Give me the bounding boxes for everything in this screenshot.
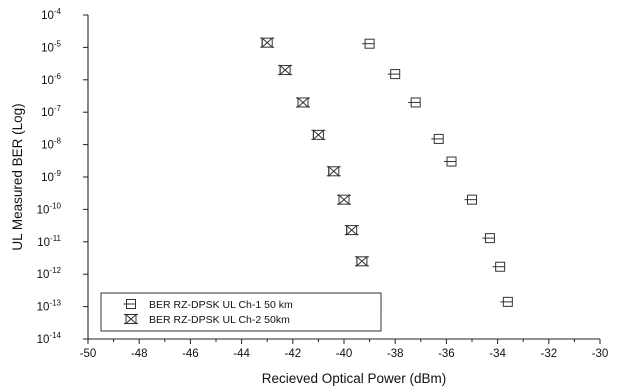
y-tick-label: 10-5 xyxy=(41,39,61,54)
data-point xyxy=(387,69,401,80)
y-tick-exponent: -13 xyxy=(49,299,61,308)
data-point xyxy=(311,129,326,141)
series-2 xyxy=(260,37,382,310)
y-tick-label: 10-7 xyxy=(41,104,61,119)
marker-bowtie xyxy=(356,255,368,267)
y-tick-exponent: -7 xyxy=(54,104,62,113)
marker-bowtie xyxy=(346,224,358,236)
y-tick-label: 10-4 xyxy=(41,7,61,22)
y-tick-label: 10-13 xyxy=(37,299,62,314)
legend-box xyxy=(100,292,382,332)
marker-bowtie xyxy=(279,64,291,76)
y-tick-label: 10-14 xyxy=(37,331,62,346)
x-tick-label: -46 xyxy=(182,348,199,360)
y-tick-exponent: -8 xyxy=(54,137,62,146)
legend-label: BER RZ-DPSK UL Ch-1 50 km xyxy=(149,299,293,311)
marker-bowtie xyxy=(328,165,340,177)
y-axis-title: UL Measured BER (Log) xyxy=(10,103,25,250)
x-tick-label: -42 xyxy=(284,348,301,360)
legend-label: BER RZ-DPSK UL Ch-2 50km xyxy=(149,314,290,326)
y-tick-label: 10-11 xyxy=(37,234,61,249)
data-point xyxy=(326,165,341,177)
data-point xyxy=(278,64,293,76)
legend-marker xyxy=(124,313,138,325)
y-tick-exponent: -12 xyxy=(49,266,61,275)
y-tick-label: 10-8 xyxy=(41,137,61,152)
marker-bowtie xyxy=(312,129,324,141)
data-point xyxy=(296,96,311,109)
y-tick-label: 10-10 xyxy=(37,201,62,216)
x-tick-label: -44 xyxy=(233,348,250,360)
data-markers xyxy=(260,37,513,310)
y-tick-exponent: -4 xyxy=(54,7,62,16)
data-point xyxy=(482,233,495,244)
marker-bowtie xyxy=(261,37,273,49)
data-point xyxy=(500,296,513,307)
x-tick-label: -32 xyxy=(540,348,557,360)
x-tick-label: -34 xyxy=(489,348,506,360)
x-tick-label: -30 xyxy=(592,348,609,360)
data-point xyxy=(344,224,359,236)
legend-marker xyxy=(123,299,136,309)
data-point xyxy=(260,37,275,49)
data-point xyxy=(444,156,457,167)
data-point xyxy=(354,255,369,267)
y-tick-label: 10-6 xyxy=(41,72,61,87)
series-1 xyxy=(362,38,513,307)
data-point xyxy=(408,97,421,108)
data-point xyxy=(362,38,375,49)
marker-bowtie xyxy=(338,194,350,206)
y-tick-exponent: -5 xyxy=(54,39,62,48)
x-tick-label: -38 xyxy=(387,348,404,360)
data-point xyxy=(337,194,351,206)
data-point xyxy=(464,194,477,205)
y-tick-exponent: -6 xyxy=(54,72,62,81)
y-axis-ticks: 10-4 10-5 10-6 10-7 10-8 10-9 10-10 10-11 10-12 1… xyxy=(37,7,88,346)
axes xyxy=(87,15,600,340)
legend: BER RZ-DPSK UL Ch-1 50 km BER RZ-DPSK UL … xyxy=(100,292,382,332)
x-tick-label: -40 xyxy=(336,348,353,360)
x-axis-ticks: -50 -48 -46 -44 -42 -40 -38 -36 -34 -32 -30 xyxy=(80,339,609,360)
x-tick-label: -36 xyxy=(438,348,455,360)
x-tick-label: -48 xyxy=(131,348,148,360)
data-point xyxy=(431,133,444,144)
x-tick-label: -50 xyxy=(80,348,97,360)
marker-bowtie xyxy=(297,96,309,109)
y-tick-label: 10-9 xyxy=(41,169,61,184)
y-tick-exponent: -10 xyxy=(49,201,61,210)
y-tick-exponent: -9 xyxy=(54,169,62,178)
y-tick-exponent: -11 xyxy=(50,234,62,243)
y-tick-label: 10-12 xyxy=(37,266,62,281)
y-tick-exponent: -14 xyxy=(49,331,61,340)
x-axis-title: Recieved Optical Power (dBm) xyxy=(262,371,447,386)
data-point xyxy=(492,261,506,272)
